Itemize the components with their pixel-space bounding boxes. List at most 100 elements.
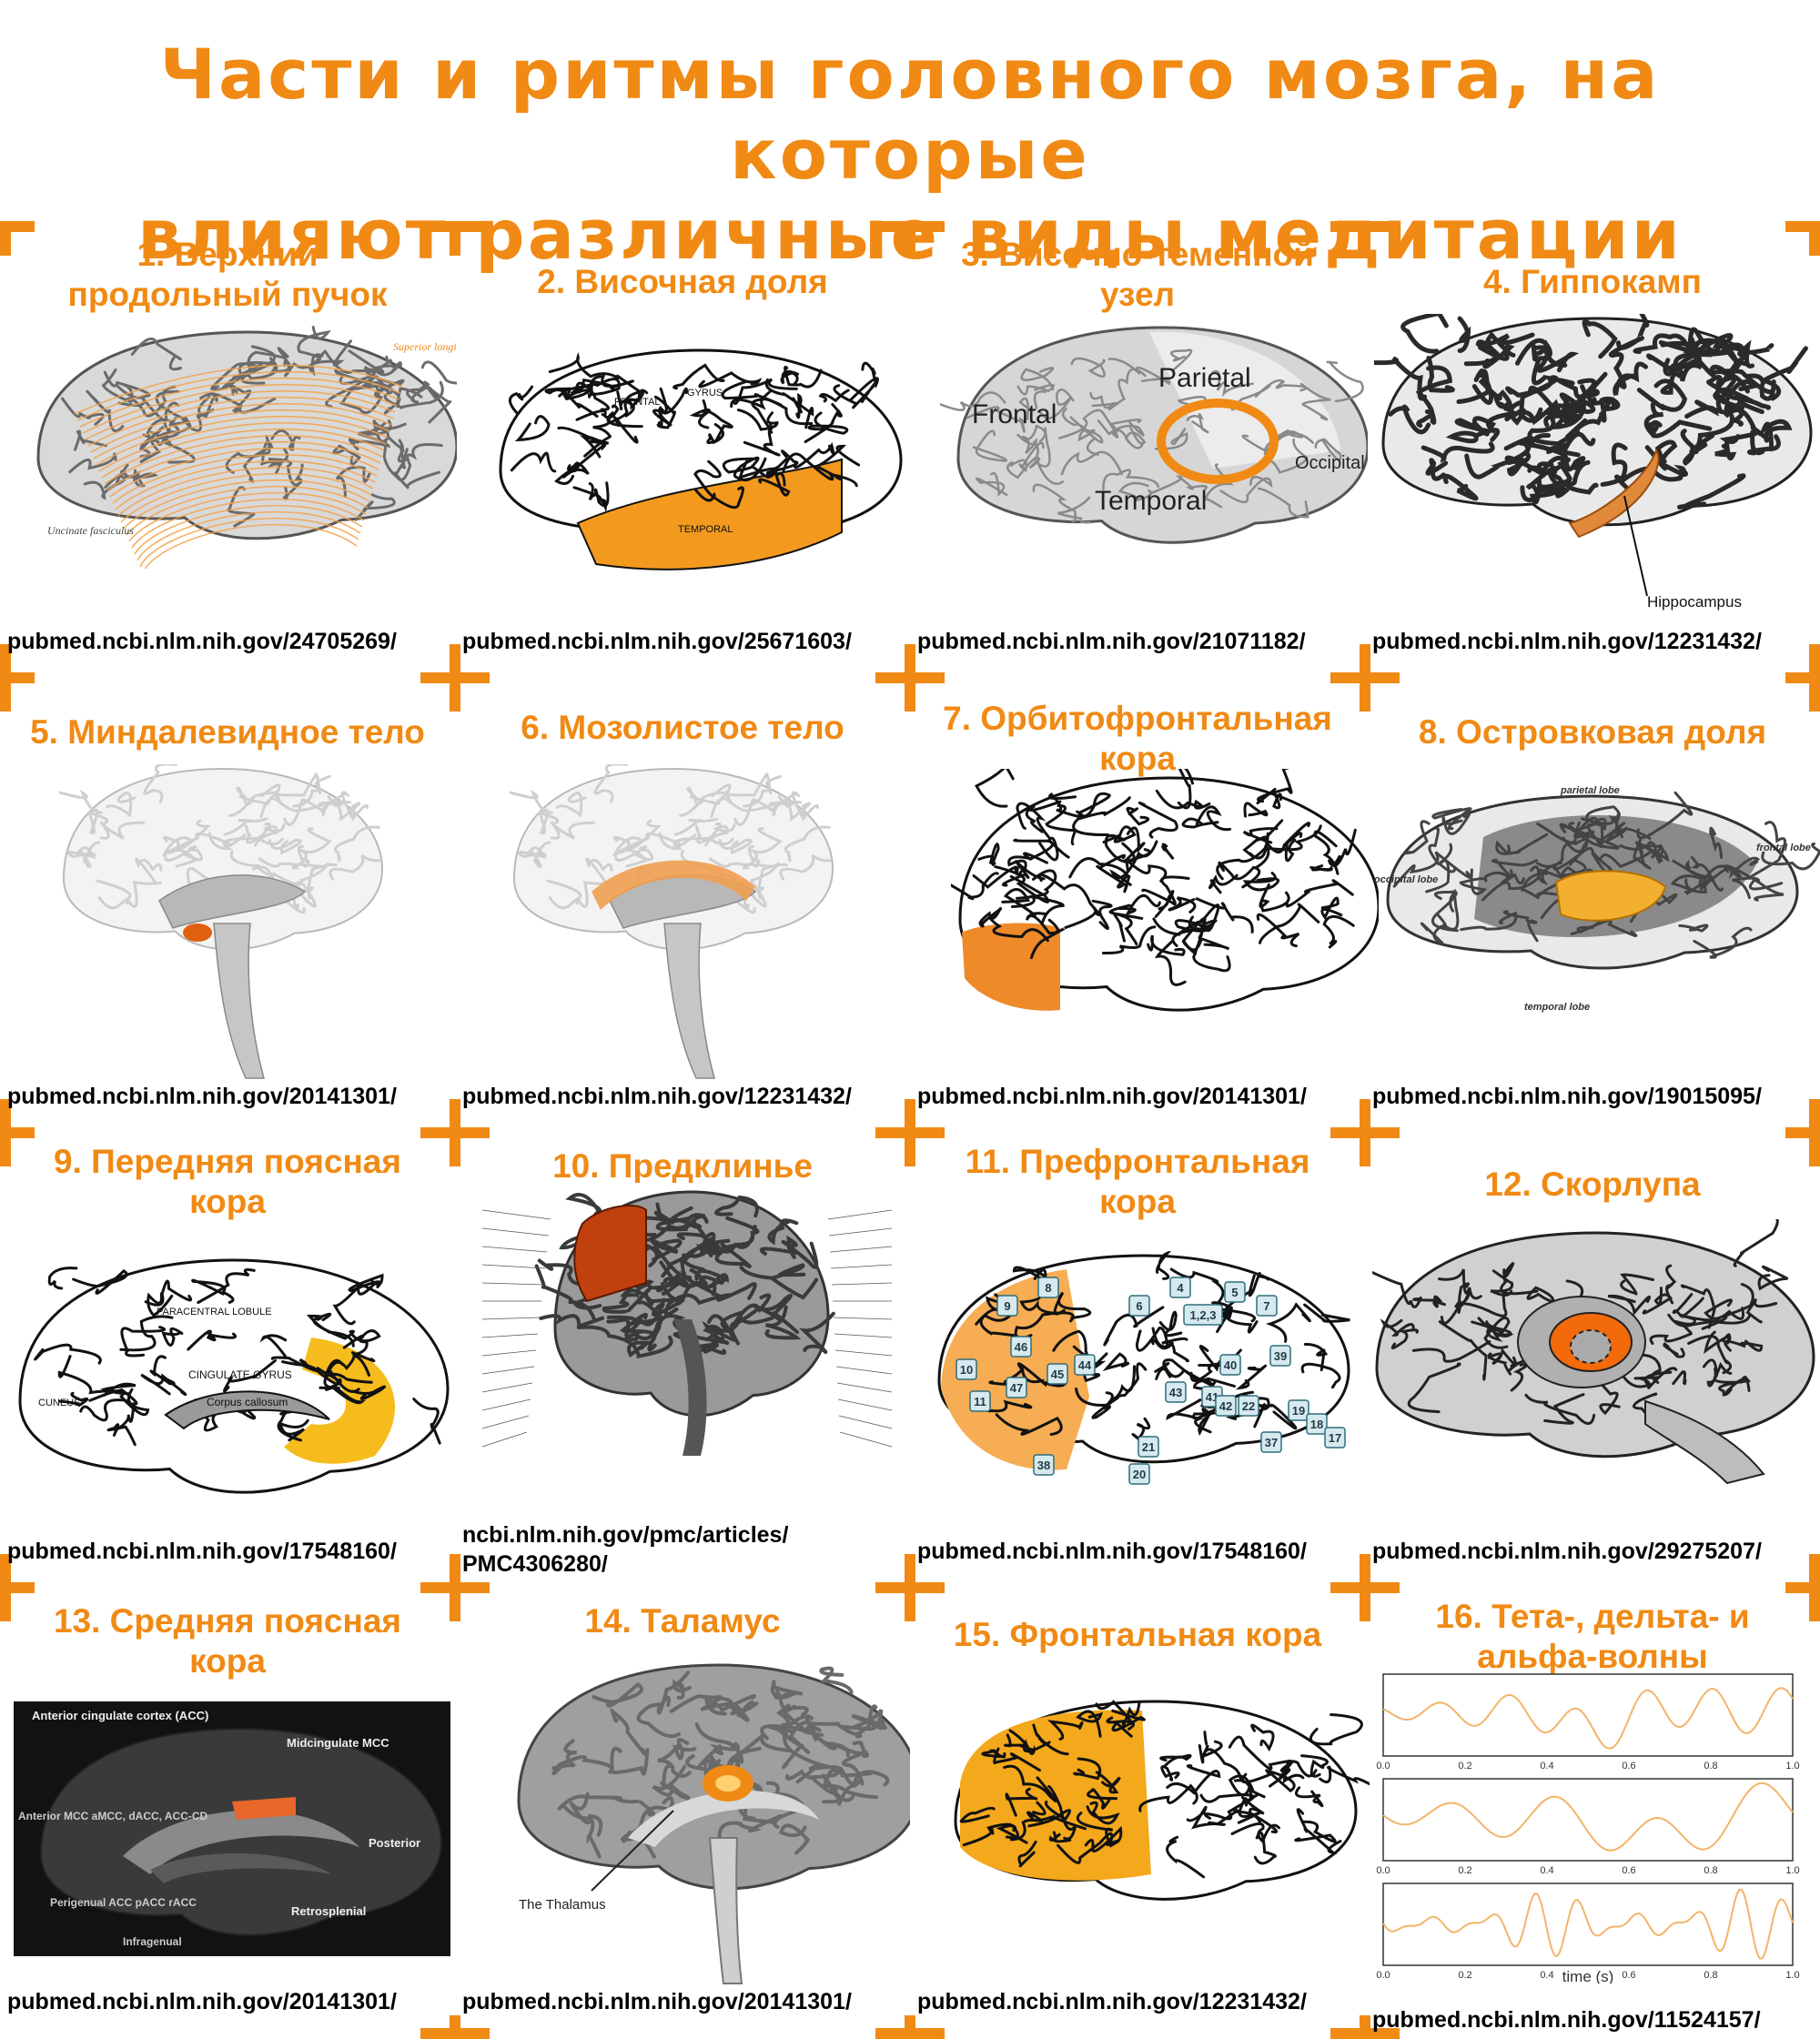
brain-illustration	[510, 764, 846, 1083]
source-link[interactable]: pubmed.ncbi.nlm.nih.gov/17548160/	[917, 1539, 1307, 1564]
panel-title-line: 14. Таламус	[584, 1602, 781, 1640]
label-amcc: Anterior MCC aMCC, dACC, ACC-CD	[18, 1810, 208, 1822]
source-link[interactable]: pubmed.ncbi.nlm.nih.gov/24705269/	[7, 629, 397, 654]
source-link[interactable]: pubmed.ncbi.nlm.nih.gov/20141301/	[917, 1084, 1307, 1109]
tick-label: 1.0	[1785, 1761, 1799, 1772]
tick-label: 0.4	[1540, 1865, 1553, 1876]
source-link-2[interactable]: PMC4306280/	[462, 1551, 608, 1577]
label-cingulate: CINGULATE GYRUS	[188, 1368, 292, 1381]
area-label: 17	[1329, 1431, 1341, 1445]
panel-title-line: кора	[1099, 740, 1176, 777]
source-link[interactable]: pubmed.ncbi.nlm.nih.gov/25671603/	[462, 629, 852, 654]
panel-title-line: кора	[189, 1642, 266, 1680]
panel-title: 7. Орбитофронтальная кора	[910, 699, 1365, 779]
corner-marker	[450, 221, 460, 256]
label-frontal: Frontal	[972, 399, 1057, 429]
label-retrosplenial: Retrosplenial	[291, 1904, 366, 1918]
source-link[interactable]: pubmed.ncbi.nlm.nih.gov/19015095/	[1372, 1084, 1762, 1109]
area-label: 1,2,3	[1190, 1308, 1217, 1322]
label-temporal: TEMPORAL	[678, 524, 733, 535]
panel-title-line: 11. Префронтальная	[965, 1143, 1310, 1180]
panel-title-line: 15. Фронтальная кора	[953, 1616, 1322, 1653]
page-title: Части и ритмы головного мозга, на которы…	[0, 35, 1820, 275]
brain-illustration: FRONTAL GYRUS TEMPORAL	[478, 341, 915, 587]
brain-illustration: parietal lobe occipital lobe frontal lobe t…	[1374, 782, 1820, 1055]
panel-title-line: 13. Средняя поясная	[53, 1602, 402, 1640]
panel-title-line: кора	[189, 1183, 266, 1220]
panel-title-line: продольный пучок	[67, 276, 388, 313]
area-label: 47	[1010, 1381, 1023, 1395]
label-parietal: Parietal	[1158, 363, 1251, 393]
plus-marker	[420, 644, 490, 712]
area-label: 22	[1242, 1399, 1255, 1413]
label-hippocampus: Hippocampus	[1647, 593, 1742, 611]
sup-long-fasc-label: Superior longitudinal fasciculus	[393, 340, 457, 353]
source-link[interactable]: ncbi.nlm.nih.gov/pmc/articles/	[462, 1522, 789, 1548]
plus-marker	[1330, 644, 1400, 712]
area-box	[1074, 1354, 1096, 1376]
area-label: 38	[1037, 1459, 1050, 1472]
tick-label: 0.4	[1540, 1970, 1553, 1981]
area-label: 18	[1310, 1418, 1323, 1431]
area-box	[1037, 1277, 1059, 1298]
label-cuneus: CUNEUS	[38, 1398, 80, 1408]
area-box	[956, 1358, 977, 1380]
tick-label: 0.8	[1704, 1761, 1717, 1772]
area-box	[1324, 1427, 1346, 1448]
area-label: 42	[1219, 1399, 1232, 1413]
tick-label: 0.2	[1458, 1970, 1471, 1981]
label-frontal: FRONTAL	[614, 397, 661, 408]
panel-title: 3. Височно-теменной узел	[910, 235, 1365, 315]
plus-marker	[875, 1554, 945, 1621]
panel-title: 9. Передняя поясная кора	[0, 1142, 455, 1222]
panel-title: 6. Мозолистое тело	[455, 708, 910, 748]
area-label: 37	[1265, 1436, 1278, 1449]
area-label: 19	[1292, 1404, 1305, 1418]
area-label: 5	[1231, 1286, 1238, 1299]
area-label: 6	[1136, 1299, 1142, 1313]
title-line-1: Части и ритмы головного мозга, на которы…	[159, 34, 1661, 195]
panel-title-line: 16. Тета-, дельта- и	[1435, 1598, 1750, 1635]
source-link[interactable]: pubmed.ncbi.nlm.nih.gov/21071182/	[917, 629, 1306, 654]
tick-label: 0.4	[1540, 1761, 1553, 1772]
area-label: 10	[960, 1363, 973, 1377]
source-link[interactable]: pubmed.ncbi.nlm.nih.gov/20141301/	[7, 1989, 397, 2014]
area-label: 40	[1224, 1358, 1237, 1372]
panel-title-line: 7. Орбитофронтальная	[943, 700, 1332, 737]
tick-label: 0.0	[1376, 1865, 1390, 1876]
label-posterior: Posterior	[369, 1836, 420, 1850]
source-link[interactable]: pubmed.ncbi.nlm.nih.gov/20141301/	[462, 1989, 852, 2014]
source-link[interactable]: pubmed.ncbi.nlm.nih.gov/29275207/	[1372, 1539, 1762, 1564]
panel-title: 12. Скорлупа	[1365, 1165, 1820, 1205]
panel-title-line: 12. Скорлупа	[1484, 1166, 1701, 1203]
area-box	[969, 1390, 991, 1412]
label-perigenual: Perigenual ACC pACC rACC	[50, 1896, 197, 1909]
brain-illustration	[1372, 1219, 1818, 1519]
area-box	[1183, 1304, 1223, 1326]
area-box	[1215, 1395, 1237, 1417]
panel-title-line: 9. Передняя поясная	[54, 1143, 401, 1180]
source-link[interactable]: pubmed.ncbi.nlm.nih.gov/12231432/	[917, 1989, 1307, 2014]
source-link[interactable]: pubmed.ncbi.nlm.nih.gov/20141301/	[7, 1084, 397, 1109]
plus-marker	[420, 1554, 490, 1621]
label-frontal: frontal lobe	[1756, 843, 1811, 853]
panel-title-line: узел	[1099, 276, 1176, 313]
area-label: 44	[1078, 1358, 1092, 1372]
tick-label: 0.6	[1622, 1970, 1635, 1981]
x-axis-label: time (s)	[1562, 1968, 1614, 1983]
area-label: 20	[1133, 1468, 1146, 1481]
source-link[interactable]: pubmed.ncbi.nlm.nih.gov/11524157/	[1372, 2007, 1761, 2033]
corner-marker	[1330, 2028, 1400, 2039]
corner-marker	[875, 2028, 945, 2039]
panel-title-line: кора	[1099, 1183, 1176, 1220]
plus-marker	[875, 644, 945, 712]
tick-label: 0.6	[1622, 1865, 1635, 1876]
panel-title-line: 8. Островковая доля	[1418, 713, 1767, 751]
area-box	[1128, 1463, 1150, 1485]
tick-label: 0.2	[1458, 1865, 1471, 1876]
panel-title: 1. Верхний продольный пучок	[0, 235, 455, 315]
source-link[interactable]: pubmed.ncbi.nlm.nih.gov/17548160/	[7, 1539, 397, 1564]
brain-illustration	[464, 1183, 910, 1483]
source-link[interactable]: pubmed.ncbi.nlm.nih.gov/12231432/	[462, 1084, 852, 1109]
source-link[interactable]: pubmed.ncbi.nlm.nih.gov/12231432/	[1372, 629, 1762, 654]
